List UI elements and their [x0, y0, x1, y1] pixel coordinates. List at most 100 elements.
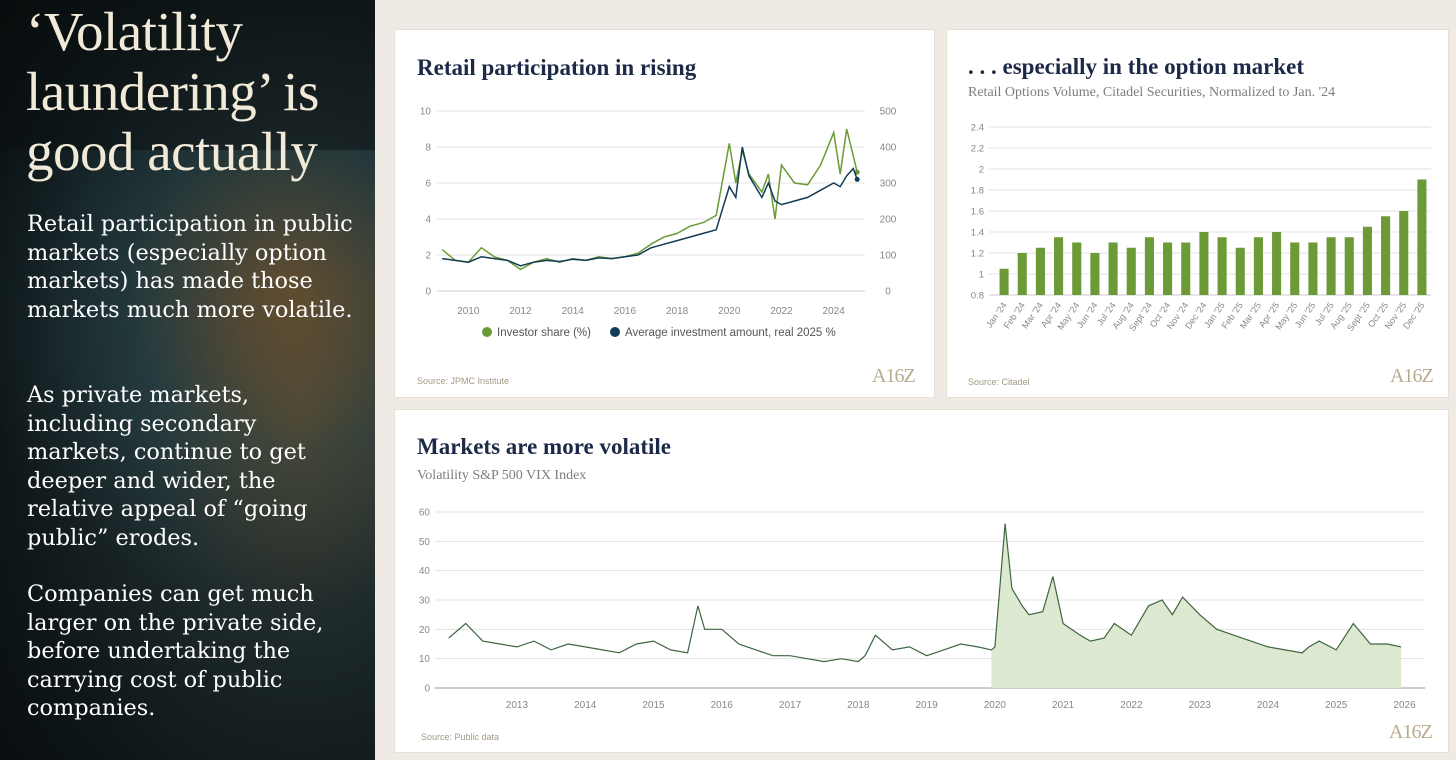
chart1-end-point [854, 169, 860, 175]
chart2-bar [1344, 237, 1354, 295]
chart3-ytick: 50 [419, 537, 431, 548]
chart1-svg: 0 0 2 100 4 200 6 300 8 400 10 500 2010 2012 2014 2016 2… [420, 107, 897, 340]
chart2-bar [1362, 226, 1372, 295]
chart1-ytick-right: 400 [880, 143, 897, 154]
chart2-ytick: 1.2 [971, 249, 984, 260]
chart2-bar [1326, 237, 1336, 295]
chart1-legend-marker [610, 327, 620, 337]
chart2-bar [1072, 242, 1082, 295]
chart2-source: Source: Citadel [968, 377, 1030, 387]
chart1-xtick: 2014 [562, 306, 585, 317]
chart3-title: Markets are more volatile [417, 434, 671, 459]
chart2-bar [1217, 237, 1227, 295]
chart1-xtick: 2024 [823, 306, 846, 317]
chart2-ytick: 1.4 [971, 228, 984, 239]
chart1-ytick-left: 2 [425, 251, 431, 262]
paragraph-private-markets: As private markets, including secondary … [27, 382, 308, 551]
left-panel: ‘Volatility laundering’ is good actually… [0, 0, 375, 760]
chart1-xtick: 2012 [509, 306, 532, 317]
chart3-xtick: 2013 [506, 700, 529, 711]
chart2-ytick: 2 [979, 165, 984, 176]
chart1-ytick-left: 0 [425, 287, 431, 298]
chart1-ytick-left: 6 [425, 179, 431, 190]
chart1-title: Retail participation in rising [417, 55, 697, 80]
chart3-xtick: 2020 [984, 700, 1007, 711]
chart3-xtick: 2017 [779, 700, 802, 711]
chart3-xtick: 2015 [642, 700, 665, 711]
chart2-ytick: 0.8 [971, 291, 984, 302]
chart2-subtitle: Retail Options Volume, Citadel Securitie… [968, 85, 1336, 100]
chart2-ytick: 2.2 [971, 144, 984, 155]
chart1-ytick-left: 8 [425, 143, 431, 154]
chart1-source: Source: JPMC Institute [417, 376, 510, 386]
chart1-end-point [854, 176, 860, 182]
chart1-xtick: 2018 [666, 306, 689, 317]
chart2-bar [1308, 242, 1318, 295]
chart3-ytick: 30 [419, 596, 431, 607]
a16z-logo: A16Z [1390, 365, 1434, 387]
paragraph-retail: Retail participation in public markets (… [27, 211, 353, 323]
slide-title: ‘Volatility laundering’ is good actually [26, 1, 319, 182]
chart2-bar [1017, 253, 1027, 295]
chart1-xtick: 2022 [770, 306, 793, 317]
chart2-bar [1090, 253, 1100, 295]
chart2-bar [1381, 216, 1391, 295]
chart1-ytick-right: 0 [885, 287, 891, 298]
chart2-bar [1290, 242, 1300, 295]
chart2-ytick: 1.8 [971, 186, 984, 197]
chart1-xtick: 2020 [718, 306, 741, 317]
card-retail-participation: Retail participation in rising 0 0 2 100 4 20… [394, 29, 935, 398]
chart1-ytick-left: 10 [420, 107, 432, 118]
card-volatility: Markets are more volatile Volatility S&P… [394, 409, 1449, 753]
chart3-ytick: 40 [419, 566, 431, 577]
chart2-ytick: 1.6 [971, 207, 984, 218]
chart2-bar [1417, 179, 1427, 295]
a16z-logo: A16Z [1389, 721, 1433, 743]
chart3-xtick: 2019 [915, 700, 938, 711]
chart3-xtick: 2024 [1257, 700, 1280, 711]
chart2-bar [1181, 242, 1191, 295]
chart2-bar [1272, 232, 1282, 295]
chart2-bar [1253, 237, 1263, 295]
chart3-ytick: 20 [419, 625, 431, 636]
paragraph-companies: Companies can get much larger on the pri… [27, 581, 324, 721]
chart2-ytick: 1 [979, 270, 984, 281]
chart1-legend-label: Average investment amount, real 2025 % [625, 327, 836, 339]
chart2-bar [1163, 242, 1173, 295]
chart1-ytick-right: 300 [880, 179, 897, 190]
chart1-ytick-right: 500 [880, 107, 897, 118]
chart3-xtick: 2014 [574, 700, 597, 711]
background-glow [0, 150, 375, 610]
chart3-xtick: 2021 [1052, 700, 1075, 711]
chart2-bar [999, 268, 1009, 295]
chart3-xtick: 2018 [847, 700, 870, 711]
chart3-source: Source: Public data [421, 732, 500, 742]
chart3-vix-line [448, 523, 1402, 663]
chart1-xtick: 2016 [614, 306, 637, 317]
chart2-bar [1035, 247, 1045, 295]
chart2-bar [1108, 242, 1118, 295]
chart1-ytick-right: 200 [880, 215, 897, 226]
chart3-ytick: 60 [419, 508, 431, 519]
chart3-xtick: 2016 [711, 700, 734, 711]
chart1-xtick: 2010 [457, 306, 480, 317]
chart3-ytick: 0 [424, 684, 430, 695]
chart3-xtick: 2026 [1393, 700, 1416, 711]
chart2-title: . . . especially in the option market [968, 54, 1305, 79]
card-option-market: . . . especially in the option market Re… [946, 29, 1449, 398]
chart1-series-line [442, 146, 858, 267]
chart1-legend-label: Investor share (%) [497, 327, 591, 339]
chart2-bar [1235, 247, 1245, 295]
chart3-shaded-area [991, 523, 1402, 688]
chart2-bar [1399, 211, 1409, 295]
chart3-svg: 0 10 20 30 40 50 60 2013 2014 2015 2016 2017 2018 201… [419, 508, 1425, 711]
chart2-ytick: 2.4 [971, 123, 984, 134]
chart1-series-line [441, 128, 858, 271]
chart3-ytick: 10 [419, 654, 431, 665]
chart3-subtitle: Volatility S&P 500 VIX Index [417, 468, 587, 483]
chart3-xtick: 2023 [1189, 700, 1212, 711]
chart2-bar [1126, 247, 1136, 295]
a16z-logo: A16Z [872, 365, 916, 387]
chart2-bar [1054, 237, 1064, 295]
